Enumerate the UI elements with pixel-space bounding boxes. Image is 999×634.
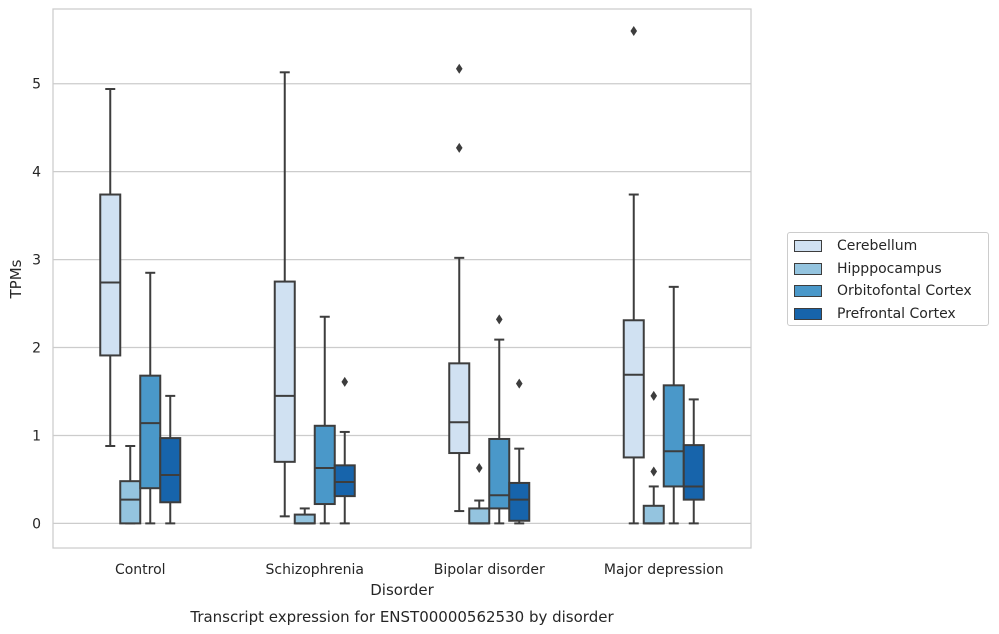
legend-item: Orbitofontal Cortex (794, 282, 972, 300)
iqr-box (313, 424, 336, 506)
box-orbitofontal-cortex (662, 285, 685, 525)
legend-swatch (794, 240, 822, 252)
outlier-point (495, 314, 503, 325)
box-hipppocampus (468, 462, 491, 525)
iqr-box (488, 437, 511, 510)
box-orbitofontal-cortex (488, 314, 511, 525)
iqr-box (119, 480, 142, 525)
iqr-box (448, 362, 471, 455)
legend-label: Prefrontal Cortex (837, 305, 956, 322)
y-tick-label: 2 (32, 341, 41, 357)
y-tick-label: 0 (32, 516, 41, 532)
iqr-box (139, 374, 162, 490)
box-hipppocampus (642, 390, 665, 525)
legend-item: Cerebellum (794, 237, 917, 255)
iqr-box (99, 193, 122, 357)
legend: Cerebellum Hipppocampus Orbitofontal Corte… (787, 232, 989, 326)
legend-label: Orbitofontal Cortex (837, 283, 972, 299)
box-prefrontal-cortex (159, 394, 182, 525)
x-tick-labels: Control Schizophrenia Bipolar disorder Majo… (115, 562, 724, 578)
box-orbitofontal-cortex (139, 271, 162, 525)
box-cerebellum (99, 88, 122, 448)
outlier-point (475, 462, 483, 473)
box-prefrontal-cortex (682, 398, 705, 525)
y-tick-labels: 0 1 2 3 4 5 (32, 77, 41, 533)
box-hipppocampus (293, 507, 316, 525)
x-tick-label: Bipolar disorder (434, 562, 545, 578)
outlier-point (455, 142, 463, 153)
iqr-box (333, 464, 356, 498)
x-tick-label: Schizophrenia (266, 562, 364, 578)
box-hipppocampus (119, 445, 142, 525)
x-tick-label: Control (115, 562, 166, 578)
iqr-box (682, 444, 705, 501)
outlier-point (650, 466, 658, 477)
outlier-point (341, 376, 349, 387)
box-prefrontal-cortex (333, 376, 356, 525)
iqr-box (662, 384, 685, 488)
legend-item: Hipppocampus (794, 260, 942, 278)
y-tick-label: 5 (32, 77, 41, 93)
legend-item: Prefrontal Cortex (794, 305, 956, 323)
y-tick-label: 1 (32, 428, 41, 444)
y-tick-label: 4 (32, 165, 41, 181)
outlier-point (630, 25, 638, 36)
outlier-point (515, 378, 523, 389)
y-axis-label: TPMs (7, 259, 25, 299)
iqr-box (293, 513, 316, 525)
x-axis-label: Disorder (370, 581, 434, 599)
legend-label: Hipppocampus (837, 260, 942, 277)
y-tick-label: 3 (32, 253, 41, 269)
box-cerebellum (448, 63, 471, 513)
outlier-point (650, 390, 658, 401)
boxes (99, 25, 705, 525)
legend-swatch (794, 307, 822, 320)
legend-label: Cerebellum (837, 238, 918, 254)
box-prefrontal-cortex (508, 378, 531, 525)
iqr-box (508, 481, 531, 522)
chart-title: Transcript expression for ENST0000056253… (189, 608, 614, 626)
plot-frame (52, 8, 752, 549)
box-cerebellum (622, 25, 645, 525)
iqr-box (159, 437, 182, 504)
iqr-box (273, 280, 296, 463)
iqr-box (642, 504, 665, 525)
outlier-point (455, 63, 463, 74)
legend-swatch (794, 285, 822, 297)
box-cerebellum (273, 71, 296, 518)
iqr-box (468, 507, 491, 525)
iqr-box (622, 319, 645, 459)
legend-swatch (794, 262, 822, 275)
x-tick-label: Major depression (604, 562, 724, 578)
